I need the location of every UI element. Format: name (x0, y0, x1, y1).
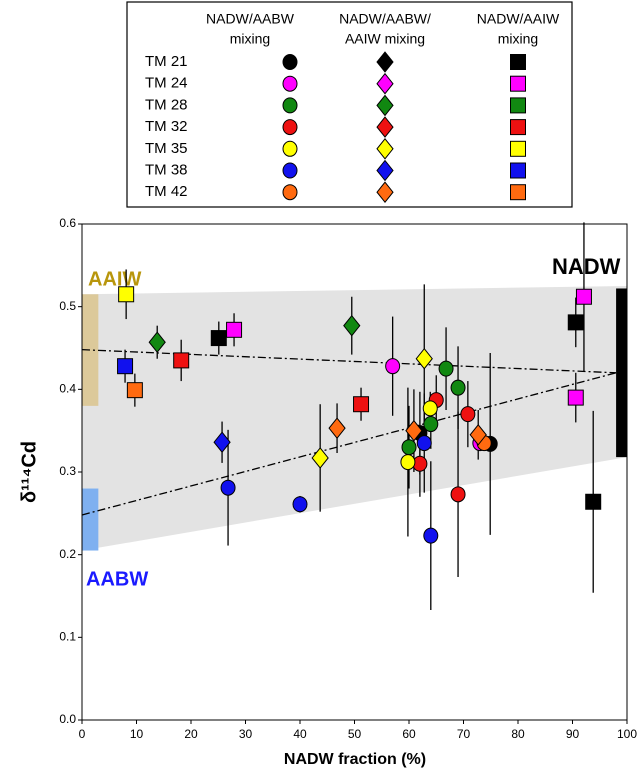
data-point (416, 435, 432, 452)
endmember-bar (616, 288, 627, 458)
data-point (450, 379, 466, 396)
x-tick-label: 20 (184, 727, 198, 741)
legend-marker (282, 75, 298, 92)
y-tick-label: 0.6 (59, 216, 76, 230)
x-tick-label: 90 (566, 727, 580, 741)
endmember-label: AABW (86, 568, 148, 590)
legend-label: TM 35 (145, 140, 188, 157)
legend-marker (282, 97, 298, 114)
legend-marker (376, 72, 394, 95)
x-tick-label: 40 (293, 727, 307, 741)
data-point (226, 321, 243, 338)
data-point (210, 330, 227, 347)
y-axis-title: δ¹¹⁴Cd (18, 441, 40, 503)
legend-marker (510, 54, 526, 70)
data-point (148, 331, 166, 354)
data-point (415, 347, 433, 370)
data-point (213, 431, 231, 454)
data-point (423, 416, 439, 433)
y-tick-label: 0.1 (59, 630, 76, 644)
legend-label: TM 28 (145, 96, 188, 113)
legend-column-header: NADW/AABW/ (339, 11, 431, 27)
data-point (343, 314, 361, 337)
data-point (423, 527, 439, 544)
x-tick-label: 70 (457, 727, 471, 741)
x-tick-label: 10 (130, 727, 144, 741)
x-tick-label: 80 (511, 727, 525, 741)
endmember-bar (82, 294, 99, 406)
legend-label: TM 42 (145, 183, 188, 200)
data-point (117, 358, 134, 375)
endmember-label: NADW (552, 254, 621, 279)
y-tick-label: 0.2 (59, 547, 76, 561)
x-axis-title: NADW fraction (%) (284, 751, 426, 768)
x-tick-label: 60 (402, 727, 416, 741)
legend-marker (510, 119, 526, 136)
legend-label: TM 21 (145, 53, 188, 70)
legend-marker (282, 54, 298, 70)
legend-marker (510, 184, 526, 201)
data-point (422, 400, 438, 417)
data-point (460, 406, 476, 423)
data-point (328, 417, 346, 439)
legend-marker (282, 162, 298, 179)
legend-marker (376, 94, 394, 117)
y-tick-label: 0.4 (59, 382, 76, 396)
legend-column-header: AAIW mixing (345, 31, 425, 47)
legend-marker (282, 184, 298, 201)
legend-marker (376, 116, 394, 138)
data-point (173, 352, 190, 369)
legend-marker (282, 119, 298, 136)
data-point (401, 439, 417, 456)
legend-column-header: mixing (498, 31, 538, 47)
x-tick-label: 0 (79, 727, 86, 741)
legend-marker (282, 140, 298, 157)
x-tick-label: 50 (348, 727, 362, 741)
data-point (405, 419, 423, 442)
data-point (469, 423, 487, 446)
data-point (126, 382, 143, 399)
y-tick-label: 0.3 (59, 464, 76, 478)
data-point (292, 496, 308, 513)
mixing-line (81, 372, 617, 516)
data-point (567, 314, 584, 331)
legend-marker (510, 162, 526, 179)
y-tick-label: 0.0 (59, 712, 76, 726)
data-point (567, 389, 584, 406)
legend-marker (376, 159, 394, 182)
legend-marker (376, 137, 394, 160)
legend-column-header: mixing (230, 31, 270, 47)
x-tick-label: 100 (617, 727, 637, 741)
x-tick-label: 30 (239, 727, 253, 741)
legend-marker (510, 97, 526, 114)
data-point (438, 360, 454, 377)
legend-marker (510, 140, 526, 157)
legend-label: TM 32 (145, 118, 188, 135)
legend-label: TM 24 (145, 75, 188, 92)
data-point (450, 486, 466, 503)
data-point (220, 479, 236, 496)
data-point (118, 286, 135, 303)
legend-marker (376, 181, 394, 204)
legend-label: TM 38 (145, 161, 188, 178)
legend-box (126, 1, 573, 208)
data-point (353, 396, 370, 413)
mixing-line (81, 349, 617, 374)
data-point (575, 288, 592, 305)
data-point (385, 358, 401, 375)
y-tick-label: 0.5 (59, 299, 76, 313)
legend-marker (376, 51, 394, 73)
endmember-bar (82, 488, 99, 551)
data-point (311, 447, 329, 469)
data-point (400, 454, 416, 471)
legend-marker (510, 75, 526, 92)
data-point (585, 493, 602, 510)
legend-column-header: NADW/AABW (206, 11, 295, 27)
legend-column-header: NADW/AAIW (477, 11, 560, 27)
endmember-label: AAIW (88, 268, 141, 290)
